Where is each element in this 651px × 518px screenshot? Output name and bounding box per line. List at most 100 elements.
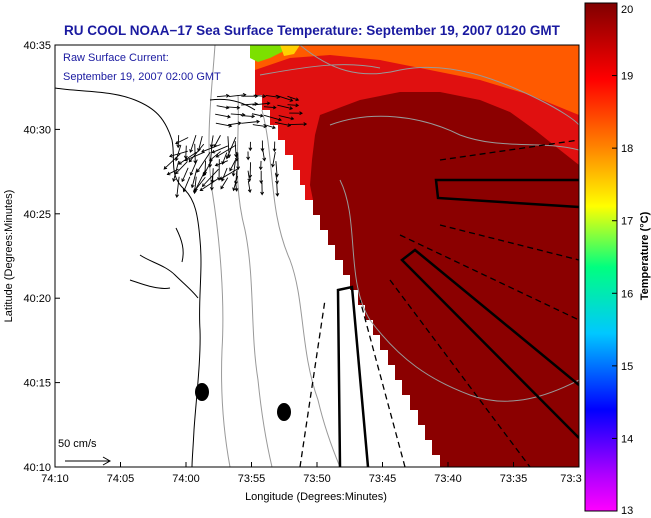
station-marker-east [277,403,291,421]
colorbar-tick-label: 17 [621,216,633,228]
current-vector [258,160,263,171]
sst-yellow-patch [280,45,300,56]
current-vector [228,121,242,126]
current-vector [278,115,295,121]
current-vector [163,153,181,170]
current-vector [263,105,277,110]
y-tick-label: 40:20 [23,293,51,305]
current-vector [262,150,267,162]
current-vector [189,159,198,176]
current-vector [175,137,189,145]
current-vector [214,160,228,167]
current-vector [240,114,256,119]
current-vector [215,113,231,119]
surface-current-vectors [163,92,308,198]
y-tick-label: 40:30 [23,124,51,136]
radial-box-east [434,178,579,209]
current-vector [190,168,198,189]
current-vector [260,182,265,196]
x-tick-label: 73:55 [238,473,266,485]
current-vector [259,170,264,184]
current-vector [246,151,251,161]
current-vector [263,123,276,130]
current-vector [166,168,179,176]
x-axis-label: Longitude (Degrees:Minutes) [245,491,387,503]
current-vector [234,180,239,192]
chart-title: RU COOL NOAA−17 Sea Surface Temperature:… [64,23,561,38]
colorbar-tick-label: 13 [621,505,633,517]
x-tick-label: 73:50 [303,473,331,485]
current-vector [227,105,241,110]
current-vector [252,124,268,129]
y-tick-label: 40:15 [23,378,51,390]
current-vector [182,176,191,193]
scale-bar-label: 50 cm/s [58,438,97,450]
current-vector [277,104,294,111]
coastline [55,87,256,467]
current-vector [236,152,241,171]
sst-warm-core [310,92,579,467]
annotation-line-2: September 19, 2007 02:00 GMT [63,71,221,83]
current-vector [251,113,264,118]
x-tick-label: 73:35 [500,473,528,485]
y-axis-ticks: 40:35 40:30 40:25 40:20 40:15 40:10 [23,40,60,474]
y-tick-label: 40:10 [23,462,51,474]
current-vector [253,94,267,99]
y-axis-label: Latitude (Degrees:Minutes) [3,190,15,323]
current-vector [241,119,261,124]
current-vector [234,151,239,162]
current-vector [252,101,271,106]
x-tick-label: 73:3 [560,473,581,485]
current-vector [178,151,197,165]
x-tick-label: 73:45 [369,473,397,485]
current-vector [247,170,252,183]
current-vector [289,111,303,116]
current-vector [287,103,300,108]
current-vector [175,176,180,198]
current-vector [181,167,189,183]
current-vector [248,141,253,152]
colorbar-label: Temperature (°C) [639,211,651,300]
current-vector [247,180,252,194]
current-vector [216,93,230,98]
current-vector [188,143,205,163]
current-vector [168,150,188,158]
radial-box-southeast [400,248,579,439]
colorbar-ticks: 20 19 18 17 16 15 14 13 [612,2,633,517]
current-vector [219,168,238,180]
current-vector [271,151,276,168]
current-vector [263,114,282,122]
colorbar-tick-label: 16 [621,288,633,300]
current-vector [289,122,308,127]
current-vector [220,177,229,190]
colorbar-tick-label: 15 [621,361,633,373]
x-axis-ticks: 74:10 74:05 74:00 73:55 73:50 73:45 73:40 73:35… [41,462,582,485]
current-vector [184,151,205,162]
current-vector [275,94,294,102]
x-tick-label: 73:40 [434,473,462,485]
colorbar-tick-label: 18 [621,143,633,155]
x-tick-label: 74:10 [41,473,69,485]
y-tick-label: 40:25 [23,209,51,221]
current-vector [260,140,265,152]
colorbar-tick-label: 20 [621,4,633,16]
sst-cool-patch [250,45,285,62]
current-vector [211,145,229,154]
current-vector [216,105,230,110]
current-vector [176,135,181,149]
current-vector [215,144,237,158]
current-vector [275,122,292,128]
colorbar-tick-label: 19 [621,71,633,83]
plot-area [55,45,579,467]
colorbar-tick-label: 14 [621,433,633,445]
current-vector [275,181,280,197]
current-vector [196,151,211,173]
radial-box-south [336,285,370,467]
current-vector [193,176,206,193]
y-tick-label: 40:35 [23,40,51,52]
current-vector [189,135,197,153]
current-vector [174,161,188,175]
current-vector [201,168,219,188]
current-vector [272,141,277,153]
